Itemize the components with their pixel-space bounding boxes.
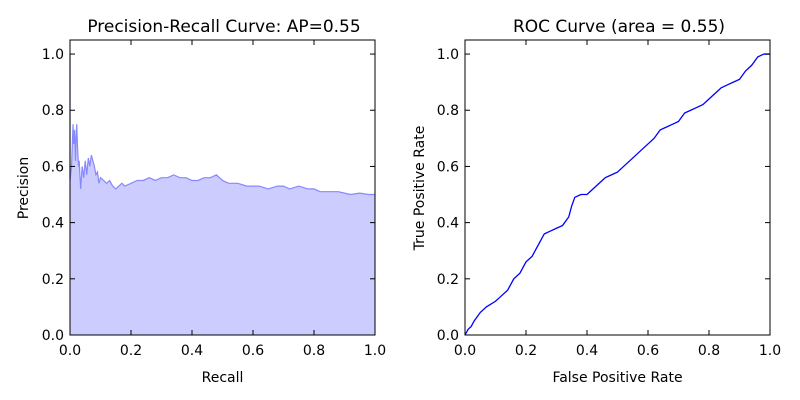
- pr-x-tick-label: 0.4: [181, 343, 203, 359]
- pr-y-tick-label: 1.0: [42, 47, 64, 63]
- roc-y-tick-label: 0.0: [437, 328, 459, 344]
- pr-y-tick-label: 0.4: [42, 216, 64, 232]
- roc-y-axis-label: True Positive Rate: [412, 126, 428, 252]
- precision-recall-panel: Precision-Recall Curve: AP=0.55 Recall P…: [16, 17, 386, 386]
- pr-y-tick-label: 0.8: [42, 103, 64, 119]
- roc-plot-frame: [464, 39, 771, 336]
- pr-x-axis-label: Recall: [202, 370, 244, 386]
- roc-series-line: [464, 53, 770, 336]
- roc-y-tick-label: 0.6: [437, 159, 459, 175]
- roc-y-tick-label: 0.2: [437, 272, 459, 288]
- pr-y-tick-label: 0.0: [42, 328, 64, 344]
- roc-y-tick-label: 0.4: [437, 216, 459, 232]
- pr-x-tick-label: 0.6: [242, 343, 264, 359]
- pr-area-fill: [70, 54, 375, 336]
- roc-x-tick-label: 0.8: [698, 343, 720, 359]
- pr-x-tick-label: 1.0: [364, 343, 386, 359]
- pr-y-tick-label: 0.2: [42, 272, 64, 288]
- roc-y-tick-label: 0.8: [437, 103, 459, 119]
- pr-series-line: [69, 54, 375, 196]
- roc-x-tick-label: 0.4: [576, 343, 598, 359]
- roc-y-tick-label: 1.0: [437, 47, 459, 63]
- pr-chart-title: Precision-Recall Curve: AP=0.55: [87, 17, 360, 37]
- roc-x-tick-label: 0.2: [515, 343, 537, 359]
- roc-plot-area: 0.0 0.2 0.4 0.6 0.8 1.0 0.0 0.2 0.4 0.6 0.8 1.0: [437, 39, 781, 359]
- pr-plot-area: 0.0 0.2 0.4 0.6 0.8 1.0 0.0 0.2 0.4 0.6 0.8 1.0: [42, 39, 386, 359]
- roc-chart-title: ROC Curve (area = 0.55): [513, 17, 725, 37]
- pr-y-tick-label: 0.6: [42, 159, 64, 175]
- roc-x-tick-label: 0.0: [454, 343, 476, 359]
- pr-plot-frame: [69, 39, 376, 336]
- pr-x-tick-label: 0.0: [59, 343, 81, 359]
- roc-x-tick-label: 1.0: [759, 343, 781, 359]
- pr-x-tick-label: 0.8: [303, 343, 325, 359]
- pr-x-tick-label: 0.2: [120, 343, 142, 359]
- roc-panel: ROC Curve (area = 0.55) False Positive R…: [412, 17, 781, 386]
- roc-x-axis-label: False Positive Rate: [552, 370, 682, 386]
- pr-y-axis-label: Precision: [16, 157, 32, 219]
- roc-x-tick-label: 0.6: [637, 343, 659, 359]
